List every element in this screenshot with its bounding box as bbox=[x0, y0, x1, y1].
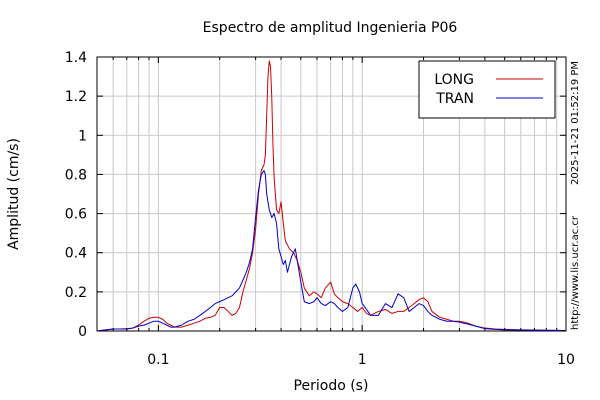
legend-label-tran: TRAN bbox=[435, 91, 474, 107]
series-line-tran bbox=[96, 170, 567, 332]
series-line-long bbox=[96, 60, 567, 332]
y-tick-label: 1.2 bbox=[65, 89, 87, 105]
y-tick-label: 0.2 bbox=[65, 285, 87, 301]
legend: LONG TRAN bbox=[418, 60, 556, 119]
y-tick-label: 0.8 bbox=[65, 167, 87, 183]
source-url-label: http://www.lis.ucr.ac.cr bbox=[570, 215, 581, 330]
x-tick-label: 0.1 bbox=[147, 352, 169, 368]
y-axis-label: Amplitud (cm/s) bbox=[6, 138, 22, 250]
y-tick-label: 1 bbox=[78, 128, 87, 144]
x-axis-label: Periodo (s) bbox=[294, 378, 369, 394]
legend-label-long: LONG bbox=[434, 72, 474, 88]
chart-title: Espectro de amplitud Ingenieria P06 bbox=[203, 20, 458, 36]
y-tick-label: 0.6 bbox=[65, 207, 87, 223]
x-tick-label: 10 bbox=[557, 352, 575, 368]
timestamp-label: 2025-11-21 01:52:19 PM bbox=[570, 61, 581, 185]
legend-box bbox=[418, 60, 556, 119]
x-tick-label: 1 bbox=[358, 352, 367, 368]
ticks: 0 0.2 0.4 0.6 0.8 1 1.2 1.4 0.1 1 10 bbox=[65, 50, 575, 368]
y-tick-label: 0.4 bbox=[65, 246, 87, 262]
y-tick-label: 1.4 bbox=[65, 50, 87, 66]
y-tick-label: 0 bbox=[78, 324, 87, 340]
plot-frame bbox=[96, 56, 567, 332]
series-layer bbox=[96, 60, 567, 332]
